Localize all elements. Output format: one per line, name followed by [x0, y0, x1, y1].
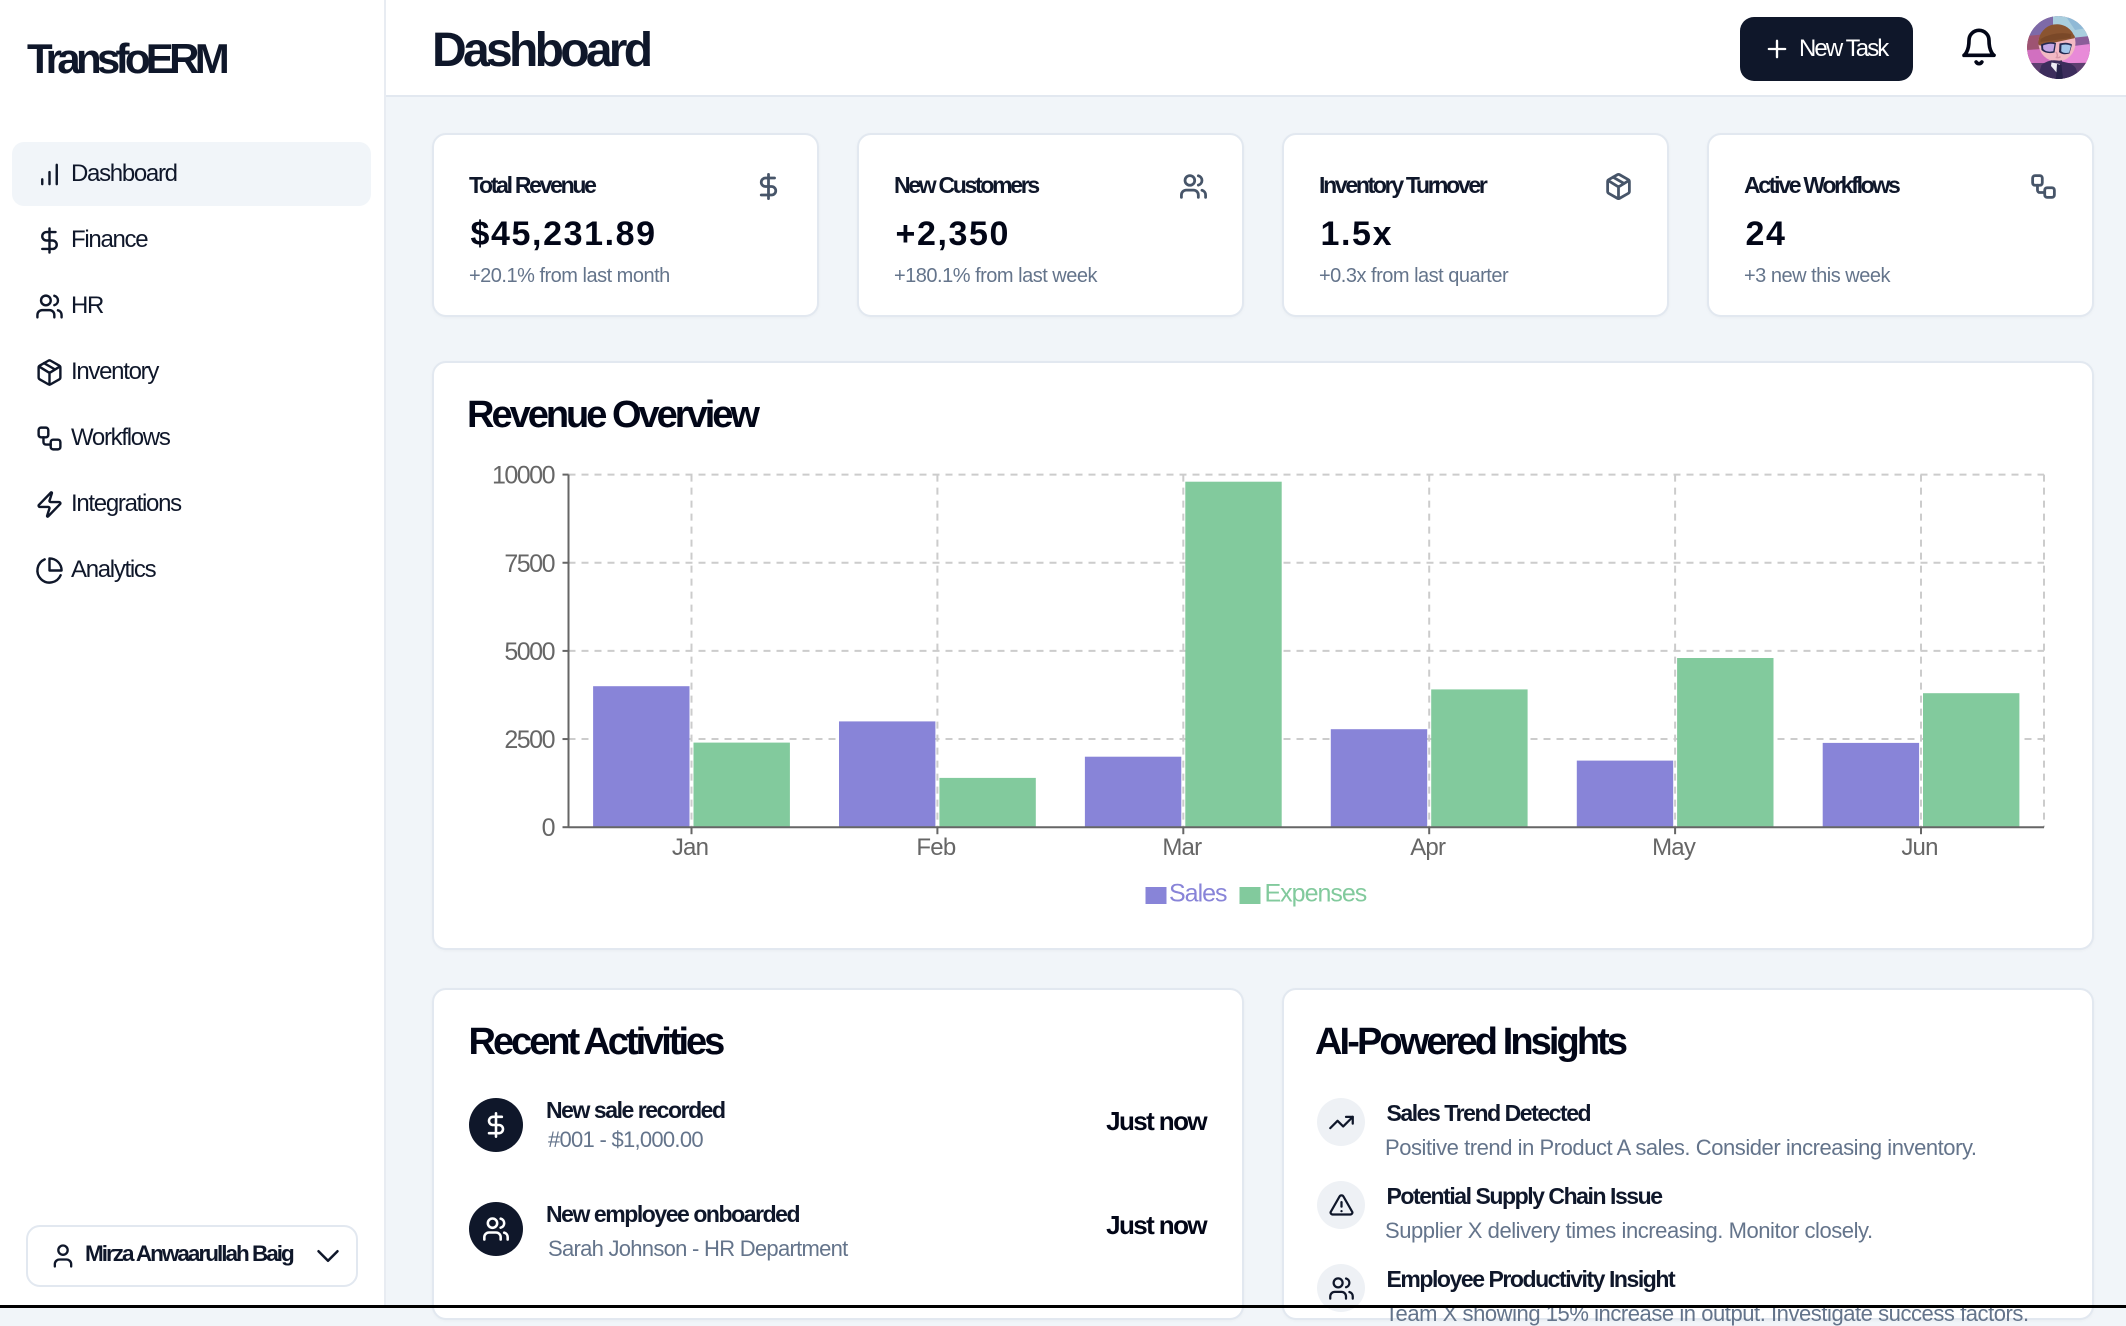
- svg-text:Apr: Apr: [1410, 834, 1446, 861]
- svg-text:2500: 2500: [504, 726, 554, 754]
- svg-text:Jan: Jan: [672, 834, 708, 861]
- svg-text:Sales: Sales: [1169, 880, 1227, 908]
- svg-text:10000: 10000: [492, 462, 555, 490]
- svg-text:7500: 7500: [504, 550, 554, 578]
- svg-text:Expenses: Expenses: [1265, 880, 1367, 908]
- svg-text:May: May: [1652, 834, 1696, 861]
- svg-text:5000: 5000: [504, 638, 554, 666]
- svg-text:Feb: Feb: [916, 834, 955, 861]
- svg-text:Jun: Jun: [1901, 834, 1937, 861]
- svg-text:Mar: Mar: [1162, 834, 1202, 861]
- svg-text:0: 0: [542, 814, 555, 842]
